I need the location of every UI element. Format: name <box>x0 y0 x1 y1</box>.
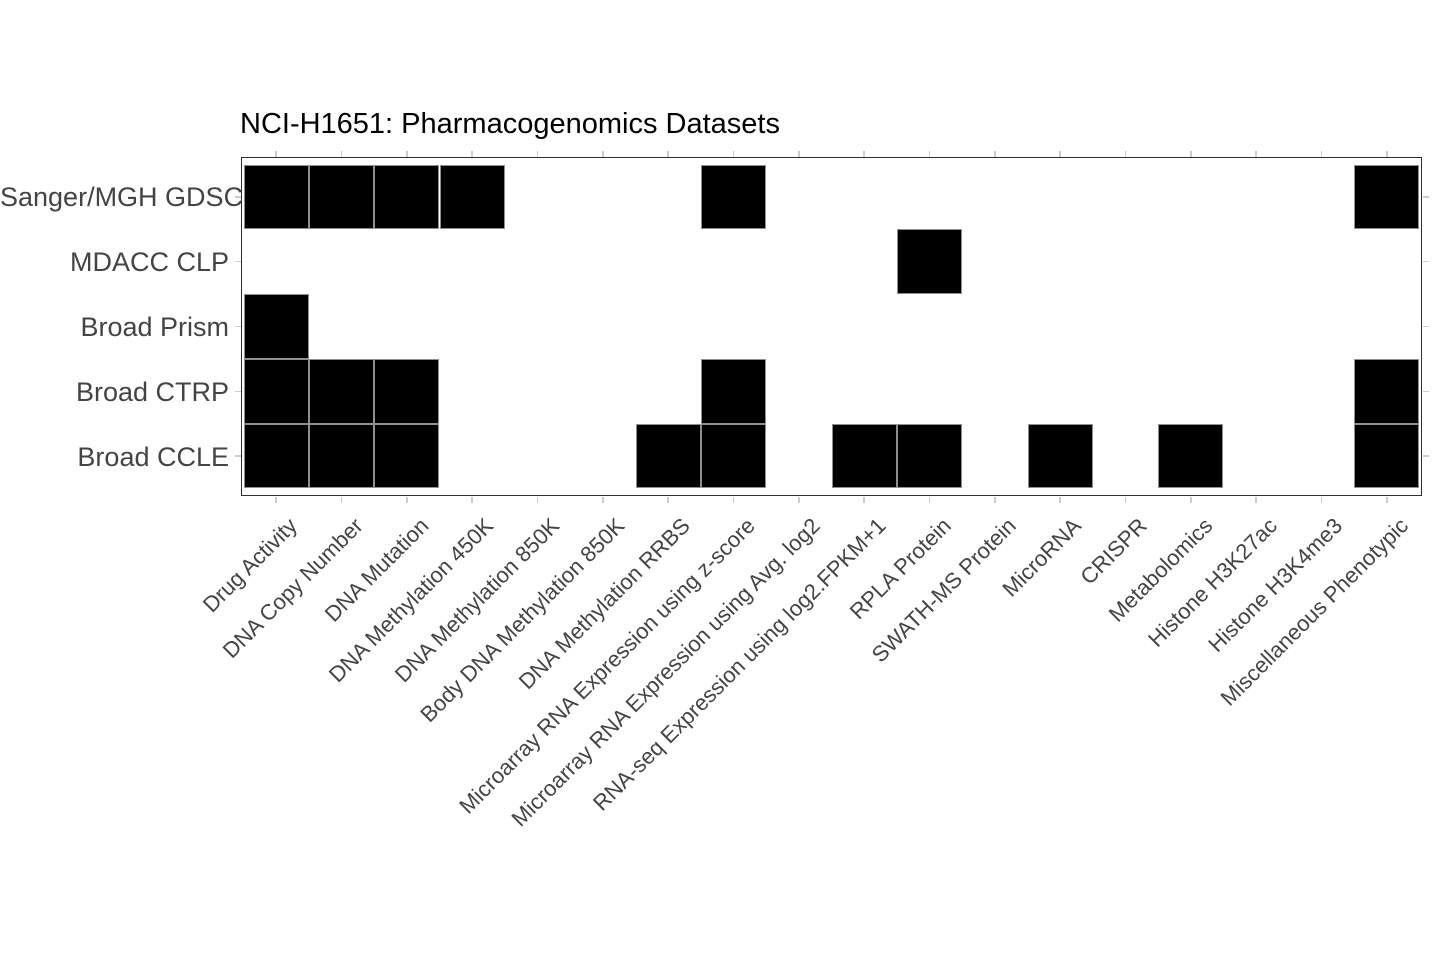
axis-tick <box>1190 496 1192 503</box>
heatmap-cell <box>374 358 440 424</box>
heatmap-cell <box>896 229 963 295</box>
axis-tick <box>863 150 865 157</box>
heatmap-cell <box>635 423 701 489</box>
axis-tick <box>234 455 241 457</box>
axis-tick <box>1190 150 1192 157</box>
axis-tick <box>1422 196 1429 198</box>
heatmap-cell <box>243 423 309 489</box>
axis-tick <box>275 496 277 503</box>
heatmap-cell <box>896 423 963 489</box>
axis-tick <box>667 496 669 503</box>
axis-tick <box>994 496 996 503</box>
y-axis-label: MDACC CLP <box>69 247 229 278</box>
heatmap-cell <box>1027 423 1093 489</box>
axis-tick <box>667 150 669 157</box>
heatmap-cell <box>1354 164 1420 230</box>
axis-tick <box>732 496 735 503</box>
axis-tick <box>1320 150 1323 157</box>
axis-tick <box>234 260 241 263</box>
axis-tick <box>602 496 604 503</box>
heatmap-cell <box>700 358 767 424</box>
axis-tick <box>928 496 931 503</box>
axis-tick <box>1320 496 1323 503</box>
axis-tick <box>1422 260 1429 263</box>
axis-tick <box>1422 455 1429 457</box>
chart-title: NCI-H1651: Pharmacogenomics Datasets <box>240 108 780 140</box>
axis-tick <box>471 496 473 503</box>
axis-tick <box>1422 325 1429 328</box>
axis-tick <box>536 150 539 157</box>
heatmap-cell <box>308 423 375 489</box>
axis-tick <box>994 150 996 157</box>
heatmap-cell <box>1354 358 1420 424</box>
y-axis-label: Broad CTRP <box>75 376 229 407</box>
axis-tick <box>234 196 241 198</box>
axis-tick <box>1124 150 1127 157</box>
heatmap-cell <box>308 358 375 424</box>
axis-tick <box>340 496 343 503</box>
heatmap-cell <box>308 164 375 230</box>
axis-tick <box>406 150 408 157</box>
heatmap-cell <box>374 164 440 230</box>
heatmap-cell <box>700 164 767 230</box>
y-axis-label: Broad Prism <box>80 312 229 342</box>
axis-tick <box>1422 390 1429 393</box>
heatmap-cell <box>374 423 440 489</box>
axis-tick <box>1255 150 1257 157</box>
heatmap-cell <box>700 423 767 489</box>
x-axis-label: Microarray RNA Expression using Avg. log… <box>506 513 826 832</box>
axis-tick <box>1255 496 1257 503</box>
axis-tick <box>1386 496 1388 503</box>
heatmap-cell <box>439 164 505 230</box>
axis-tick <box>536 496 539 503</box>
heatmap-cell <box>243 164 309 230</box>
y-axis-label: Broad CCLE <box>77 441 229 472</box>
axis-tick <box>602 150 604 157</box>
axis-tick <box>340 150 343 157</box>
heatmap-cell <box>1354 423 1420 489</box>
heatmap-cell <box>243 358 309 424</box>
axis-tick <box>471 150 473 157</box>
axis-tick <box>863 496 865 503</box>
axis-tick <box>798 496 800 503</box>
axis-tick <box>798 150 800 157</box>
heatmap-panel <box>234 150 1429 503</box>
axis-tick <box>234 325 241 328</box>
axis-tick <box>275 150 277 157</box>
axis-tick <box>1124 496 1127 503</box>
y-axis-label: Sanger/MGH GDSC <box>0 182 244 213</box>
axis-tick <box>1059 496 1061 503</box>
axis-tick <box>1386 150 1388 157</box>
axis-tick <box>1059 150 1061 157</box>
axis-tick <box>406 496 408 503</box>
heatmap-cell <box>1158 423 1224 489</box>
heatmap-cell <box>831 423 897 489</box>
heatmap-cell <box>243 294 309 359</box>
axis-tick <box>234 390 241 393</box>
axis-tick <box>928 150 931 157</box>
axis-tick <box>732 150 735 157</box>
